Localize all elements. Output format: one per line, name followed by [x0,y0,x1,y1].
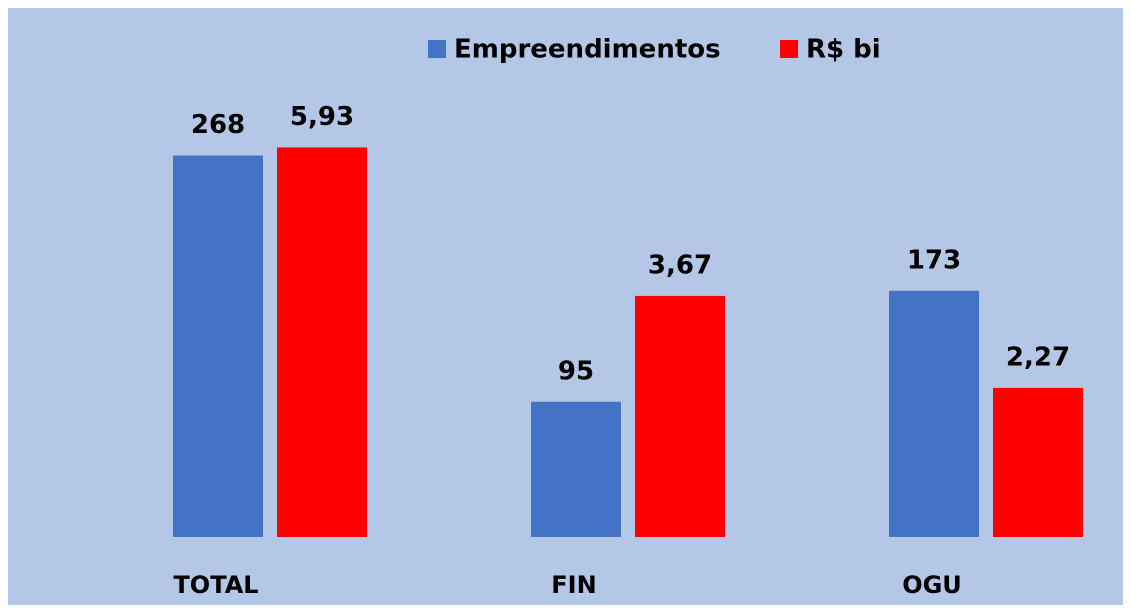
x-tick-label: TOTAL [173,571,258,599]
value-label: 268 [191,110,245,140]
legend-swatch [428,40,446,58]
bar [277,147,367,537]
value-label: 173 [907,245,961,275]
value-label: 2,27 [1006,342,1070,372]
value-label: 5,93 [290,102,354,132]
legend-label: R$ bi [806,35,881,65]
bar [889,290,979,537]
bar [993,387,1083,537]
bar [635,295,725,537]
value-label: 3,67 [648,250,712,280]
x-tick-label: OGU [902,571,962,599]
bar [531,401,621,537]
legend-swatch [780,40,798,58]
value-label: 95 [558,356,594,386]
legend-label: Empreendimentos [454,35,721,65]
bar [173,155,263,537]
x-tick-label: FIN [551,571,596,599]
